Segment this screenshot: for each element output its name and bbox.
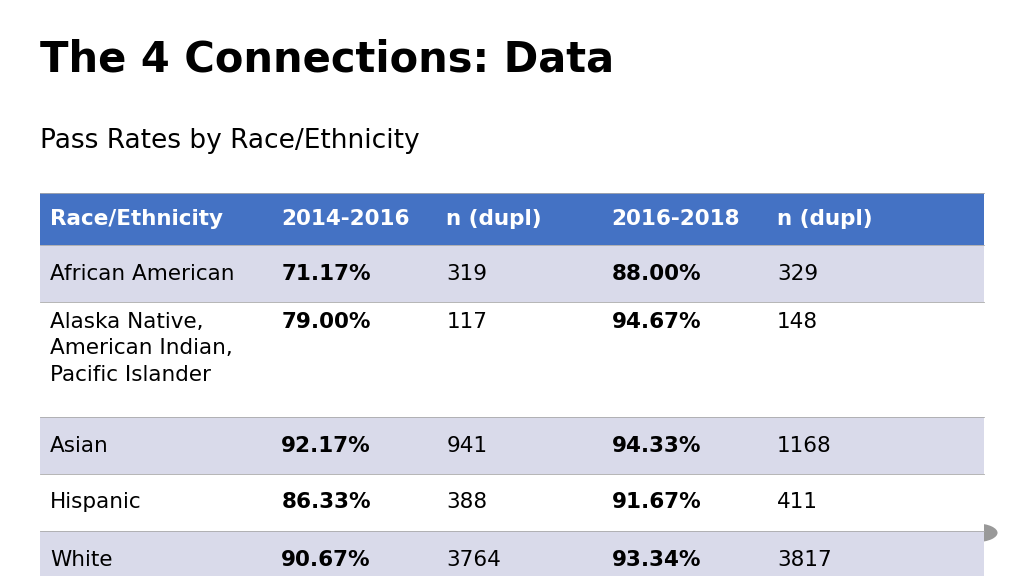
Text: 148: 148 <box>777 312 818 332</box>
Text: 90.67%: 90.67% <box>282 550 371 570</box>
Text: Pass Rates by Race/Ethnicity: Pass Rates by Race/Ethnicity <box>40 128 420 154</box>
Text: n (dupl): n (dupl) <box>777 209 872 229</box>
Text: Hispanic: Hispanic <box>50 492 141 513</box>
Circle shape <box>954 522 998 543</box>
Text: ⓢⒶ: ⓢⒶ <box>972 529 981 536</box>
Text: 1168: 1168 <box>777 435 831 456</box>
Text: 93.34%: 93.34% <box>611 550 701 570</box>
Text: SA: SA <box>938 552 946 556</box>
Text: The 4 Connections: Data: The 4 Connections: Data <box>40 38 614 80</box>
Text: cc: cc <box>903 528 912 537</box>
Text: ⓘ: ⓘ <box>939 528 945 538</box>
Text: Asian: Asian <box>50 435 109 456</box>
Text: Alaska Native,
American Indian,
Pacific Islander: Alaska Native, American Indian, Pacific … <box>50 312 232 385</box>
Text: 91.67%: 91.67% <box>611 492 701 513</box>
Text: White: White <box>50 550 113 570</box>
Text: African American: African American <box>50 263 234 283</box>
Text: 94.67%: 94.67% <box>611 312 701 332</box>
Text: 88.00%: 88.00% <box>611 263 701 283</box>
Text: n (dupl): n (dupl) <box>446 209 542 229</box>
Text: 3764: 3764 <box>446 550 502 570</box>
Text: 94.33%: 94.33% <box>611 435 701 456</box>
Text: 86.33%: 86.33% <box>282 492 371 513</box>
Text: 388: 388 <box>446 492 487 513</box>
Text: 92.17%: 92.17% <box>282 435 371 456</box>
Text: 2016-2018: 2016-2018 <box>611 209 740 229</box>
Text: 2014-2016: 2014-2016 <box>282 209 410 229</box>
Text: Race/Ethnicity: Race/Ethnicity <box>50 209 223 229</box>
Text: 117: 117 <box>446 312 487 332</box>
Text: 71.17%: 71.17% <box>282 263 371 283</box>
Text: BY: BY <box>904 552 911 556</box>
Text: 3817: 3817 <box>777 550 831 570</box>
Text: 319: 319 <box>446 263 487 283</box>
Circle shape <box>920 522 965 543</box>
Text: 411: 411 <box>777 492 818 513</box>
Text: 79.00%: 79.00% <box>282 312 371 332</box>
Text: 329: 329 <box>777 263 818 283</box>
Text: 941: 941 <box>446 435 487 456</box>
Circle shape <box>886 522 930 543</box>
